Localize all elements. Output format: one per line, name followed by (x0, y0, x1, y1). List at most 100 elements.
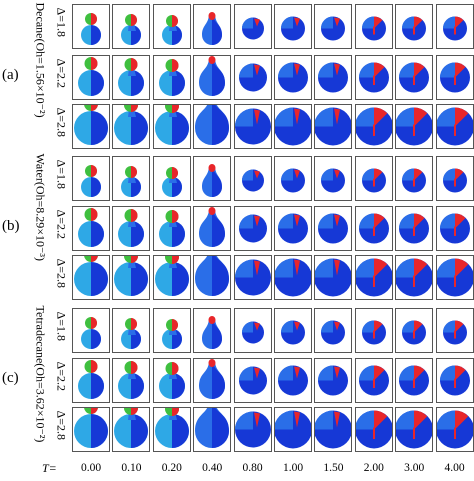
time-label: 2.00 (363, 462, 384, 474)
drop-image (281, 168, 305, 193)
drop-image (361, 16, 386, 41)
simulation-frame (314, 255, 353, 300)
simulation-frame (72, 255, 110, 300)
drop-pair (158, 362, 185, 399)
drop-merged (361, 320, 386, 345)
drop-image (158, 210, 185, 247)
time-label: 4.00 (444, 462, 465, 474)
drop-pair (161, 319, 182, 349)
drop-pair (158, 210, 185, 247)
drop-merged (436, 107, 473, 146)
simulation-frame (354, 55, 393, 100)
drop-image (114, 408, 149, 448)
drop-pair (78, 57, 104, 96)
simulation-frame (72, 156, 110, 201)
drop-image (355, 107, 392, 146)
simulation-frame (314, 156, 353, 201)
drop-image (154, 408, 189, 448)
simulation-frame (193, 255, 232, 300)
time-label: 0.80 (242, 462, 263, 474)
drop-image (118, 58, 145, 96)
delta-label: Δ=2.8 (54, 410, 69, 440)
simulation-frame (193, 156, 232, 201)
drop-image (402, 16, 427, 41)
drop-image (161, 15, 182, 45)
drop-image (321, 168, 346, 193)
drop-image (158, 59, 185, 96)
drop-image (154, 105, 189, 145)
drop-coalescing (199, 56, 226, 96)
drop-image (442, 16, 467, 41)
drop-merged (318, 213, 349, 244)
simulation-frame (193, 104, 232, 149)
simulation-frame (152, 104, 191, 149)
drop-merged (321, 320, 346, 345)
simulation-frame (193, 407, 232, 452)
drop-merged (442, 168, 467, 193)
simulation-frame (314, 55, 353, 100)
simulation-frame (193, 308, 232, 353)
drop-pair (154, 256, 189, 296)
drop-image (396, 410, 433, 449)
drop-image (278, 62, 308, 93)
drop-pair (81, 317, 101, 349)
drop-image (118, 209, 145, 247)
time-label: 0.10 (121, 462, 142, 474)
drop-merged (442, 16, 467, 41)
drop-image (241, 169, 264, 192)
drop-merged (315, 410, 352, 449)
simulation-frame (112, 358, 151, 403)
simulation-frame (233, 255, 272, 300)
drop-merged (399, 62, 430, 93)
simulation-frame (152, 358, 191, 403)
drop-merged (436, 258, 473, 297)
drop-image (321, 320, 346, 345)
drop-pair (114, 408, 149, 448)
simulation-frame (152, 206, 191, 251)
simulation-frame (354, 407, 393, 452)
simulation-frame (395, 255, 434, 300)
simulation-frame (112, 255, 151, 300)
drop-image (439, 365, 470, 396)
simulation-frame (435, 308, 474, 353)
drop-image (315, 258, 352, 297)
simulation-frame (112, 4, 151, 49)
drop-merged (281, 16, 305, 41)
drop-merged (238, 366, 267, 395)
group-letter: (b) (2, 218, 20, 234)
simulation-frame (314, 4, 353, 49)
delta-label: Δ=2.8 (54, 258, 69, 288)
drop-image (436, 410, 473, 449)
time-label: 1.00 (282, 462, 304, 474)
simulation-frame (395, 156, 434, 201)
drop-image (195, 105, 230, 145)
simulation-frame (395, 4, 434, 49)
simulation-frame (274, 156, 312, 201)
drop-image (358, 365, 389, 396)
drop-image (199, 56, 226, 96)
simulation-frame (233, 358, 272, 403)
drop-merged (402, 16, 427, 41)
simulation-frame (435, 255, 474, 300)
simulation-frame (233, 156, 272, 201)
simulation-frame (314, 407, 353, 452)
drop-image (118, 361, 145, 399)
drop-image (442, 320, 467, 345)
drop-image (74, 256, 108, 296)
simulation-frame (112, 206, 151, 251)
drop-pair (81, 165, 101, 197)
drop-merged (361, 168, 386, 193)
drop-merged (361, 16, 386, 41)
drop-merged (318, 365, 349, 396)
drop-merged (315, 258, 352, 297)
simulation-frame (274, 407, 312, 452)
drop-image (202, 164, 223, 197)
delta-label: Δ=1.8 (54, 311, 69, 341)
simulation-frame (314, 206, 353, 251)
drop-merged (315, 107, 352, 146)
simulation-frame (233, 104, 272, 149)
simulation-frame (112, 104, 151, 149)
drop-merged (278, 213, 308, 244)
drop-image (234, 108, 271, 145)
